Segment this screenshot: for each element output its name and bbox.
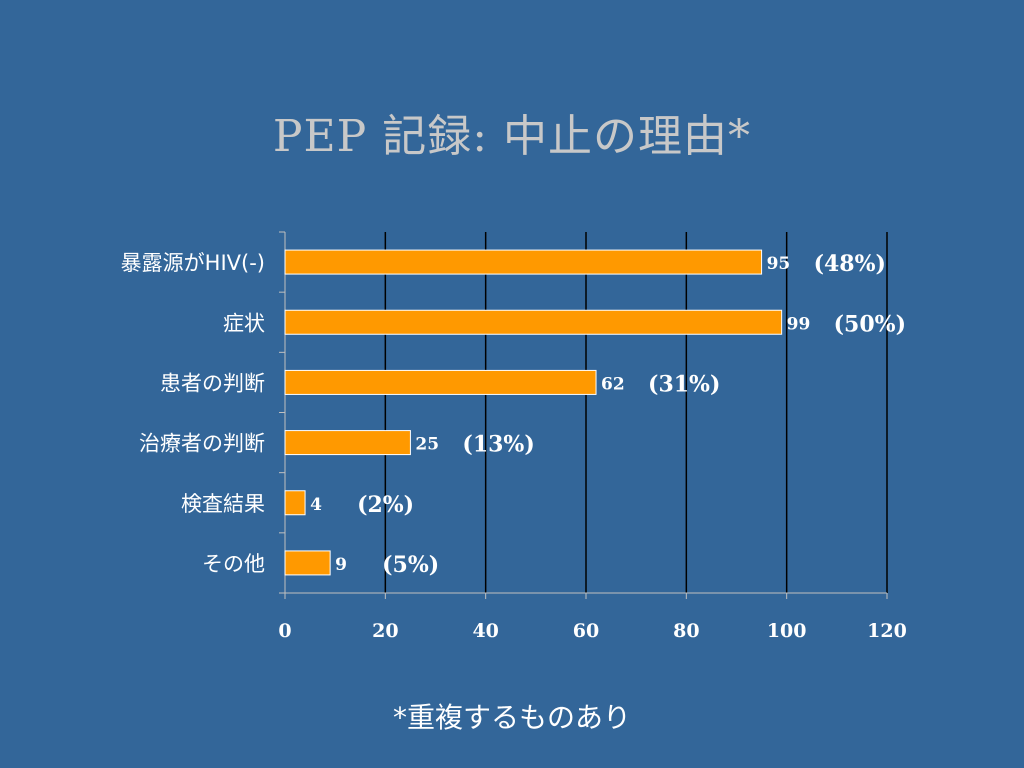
- x-tick-label: 0: [278, 620, 291, 642]
- percent-label: (13%): [462, 432, 534, 458]
- x-tick-label: 20: [372, 620, 398, 642]
- value-label: 99: [787, 314, 811, 334]
- category-label: 治療者の判断: [139, 432, 265, 456]
- bar: [284, 369, 597, 395]
- category-label: 暴露源がHIV(-): [121, 251, 265, 275]
- x-tick-label: 120: [867, 620, 907, 642]
- value-label: 25: [415, 435, 439, 455]
- bar: [284, 430, 411, 456]
- bar: [284, 249, 763, 275]
- value-label: 62: [601, 374, 625, 394]
- category-label: 検査結果: [181, 492, 265, 516]
- bar: [284, 550, 331, 576]
- percent-label: (50%): [834, 311, 906, 337]
- bar: [284, 490, 306, 516]
- category-label: その他: [202, 552, 265, 576]
- footnote: *重複するものあり: [392, 701, 631, 734]
- x-tick-label: 40: [472, 620, 498, 642]
- bar-chart: 0 20 40 60 80 100 120 暴露源がHIV(-) 95 (48%) 症状 99 (50%…: [121, 231, 907, 642]
- x-tick-label: 80: [673, 620, 699, 642]
- percent-label: (31%): [648, 371, 720, 397]
- slide-title: PEP 記録: 中止の理由*: [272, 111, 752, 162]
- percent-label: (48%): [814, 251, 886, 277]
- value-label: 9: [335, 555, 347, 575]
- category-label: 症状: [223, 311, 265, 335]
- percent-label: (2%): [357, 492, 414, 518]
- category-label: 患者の判断: [160, 371, 265, 395]
- value-label: 4: [310, 495, 322, 515]
- x-tick-label: 60: [573, 620, 599, 642]
- bar: [284, 309, 783, 335]
- x-tick-label: 100: [767, 620, 807, 642]
- percent-label: (5%): [382, 552, 439, 578]
- value-label: 95: [767, 254, 791, 274]
